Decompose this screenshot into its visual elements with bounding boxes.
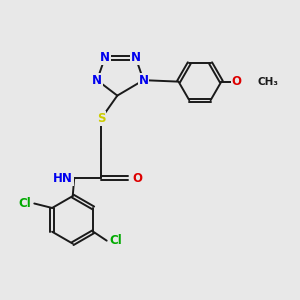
Text: Cl: Cl <box>110 234 122 247</box>
Text: S: S <box>97 112 105 125</box>
Text: N: N <box>92 74 102 87</box>
Text: HN: HN <box>53 172 73 185</box>
Text: O: O <box>132 172 142 185</box>
Text: N: N <box>139 74 148 87</box>
Text: N: N <box>100 51 110 64</box>
Text: Cl: Cl <box>19 197 31 210</box>
Text: CH₃: CH₃ <box>258 76 279 87</box>
Text: O: O <box>232 75 242 88</box>
Text: N: N <box>131 51 141 64</box>
